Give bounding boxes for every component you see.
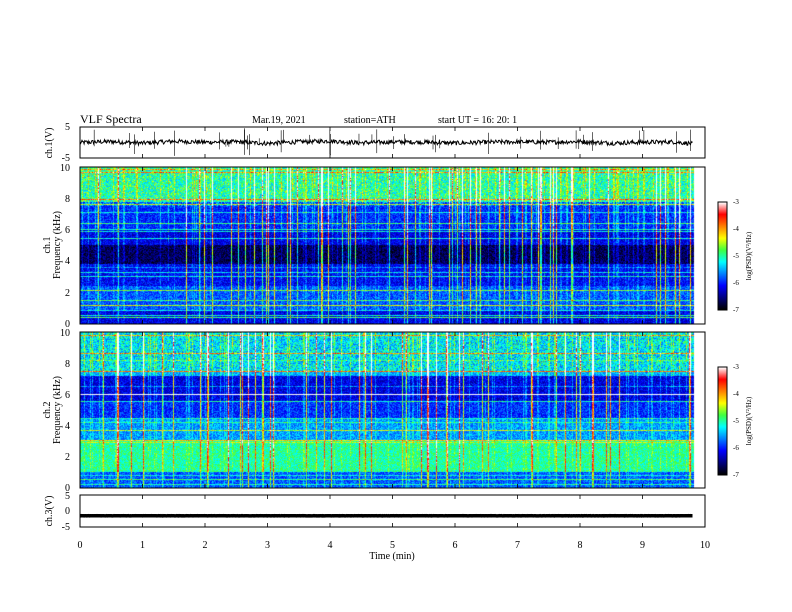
time-tick-label: 1 xyxy=(140,540,145,551)
ch2-cb-tick-m6: -6 xyxy=(733,444,739,452)
ch2-freq-tick-6: 6 xyxy=(65,390,70,401)
ch1-spectrogram-heatmap xyxy=(80,167,705,324)
time-tick-label: 6 xyxy=(453,540,458,551)
date-label: Mar.19, 2021 xyxy=(252,115,306,126)
start-time-label: start UT = 16: 20: 1 xyxy=(438,115,517,126)
time-tick-label: 5 xyxy=(390,540,395,551)
time-tick-label: 10 xyxy=(700,540,710,551)
ch1-spectrogram-yticks: 0 2 4 6 8 10 xyxy=(60,163,70,330)
ch2-colorbar-label: log(PSD)(V²/Hz) xyxy=(745,396,753,445)
ch2-cb-tick-m5: -5 xyxy=(733,417,739,425)
ch1-cb-tick-m5: -5 xyxy=(733,252,739,260)
ch2-freq-tick-2: 2 xyxy=(65,452,70,463)
ch3-waveform-ylabel: ch.3(V) xyxy=(44,496,55,527)
ch2-cb-tick-m7: -7 xyxy=(733,471,739,479)
ch1-cb-tick-m3: -3 xyxy=(733,198,739,206)
ch2-cb-tick-m4: -4 xyxy=(733,390,739,398)
ch2-freq-tick-8: 8 xyxy=(65,359,70,370)
ch1-cb-tick-m4: -4 xyxy=(733,225,739,233)
ch2-cb-tick-m3: -3 xyxy=(733,363,739,371)
ch1-freq-tick-4: 4 xyxy=(65,256,70,267)
ch2-spectrogram-yticks: 0 2 4 6 8 10 xyxy=(60,328,70,494)
time-axis-labels: 0 1 2 3 4 5 6 7 8 9 10 xyxy=(78,540,711,551)
ch2-freq-tick-0: 0 xyxy=(65,483,70,494)
ch1-frequency-label: Frequency (kHz) xyxy=(52,211,63,279)
ch2-freq-tick-10: 10 xyxy=(60,328,70,339)
ch1-colorbar-label: log(PSD)(V²/Hz) xyxy=(745,231,753,280)
ch2-colorbar-gradient xyxy=(718,367,727,475)
ch1-freq-tick-8: 8 xyxy=(65,194,70,205)
waveform-line xyxy=(79,137,693,147)
ch3-ytick-top: 5 xyxy=(65,491,70,502)
time-axis-ticks xyxy=(79,127,706,527)
ch1-freq-tick-6: 6 xyxy=(65,225,70,236)
ch1-freq-tick-2: 2 xyxy=(65,288,70,299)
ch2-spectrogram-panel: 0 2 4 6 8 10 ch.2 Frequency (kHz) -3 -4 … xyxy=(42,328,753,494)
time-tick-label: 9 xyxy=(640,540,645,551)
ch1-cb-tick-m6: -6 xyxy=(733,279,739,287)
ch1-spectrogram-panel: 0 2 4 6 8 10 ch.1 Frequency (kHz) -3 -4 … xyxy=(42,163,753,330)
time-tick-label: 3 xyxy=(265,540,270,551)
ch1-waveform-panel: 5 -5 ch.1(V) xyxy=(44,122,706,164)
ch1-waveform-trace xyxy=(79,128,693,156)
time-tick-label: 4 xyxy=(328,540,333,551)
ch1-freq-tick-10: 10 xyxy=(60,163,70,174)
ch1-colorbar: -3 -4 -5 -6 -7 log(PSD)(V²/Hz) xyxy=(717,198,753,314)
ch3-waveform-frame xyxy=(79,494,706,528)
ch3-ytick-bottom: -5 xyxy=(62,522,70,533)
time-tick-label: 7 xyxy=(515,540,520,551)
ch3-waveform-panel: 5 0 -5 ch.3(V) xyxy=(44,491,706,533)
ch2-spectrogram-heatmap xyxy=(80,332,705,488)
ch1-waveform-ylabel: ch.1(V) xyxy=(44,128,55,159)
ch1-ytick-top: 5 xyxy=(65,122,70,133)
figure-title: VLF Spectra xyxy=(80,112,142,126)
time-tick-label: 0 xyxy=(78,540,83,551)
station-label: station=ATH xyxy=(344,115,396,126)
ch1-channel-label: ch.1 xyxy=(42,237,53,254)
ch3-ytick-mid: 0 xyxy=(65,506,70,517)
time-tick-label: 8 xyxy=(578,540,583,551)
ch2-colorbar: -3 -4 -5 -6 -7 log(PSD)(V²/Hz) xyxy=(717,363,753,479)
ch1-freq-tick-0: 0 xyxy=(65,319,70,330)
time-tick-label: 2 xyxy=(203,540,208,551)
ch2-channel-label: ch.2 xyxy=(42,402,53,419)
ch1-cb-tick-m7: -7 xyxy=(733,306,739,314)
time-axis-title: Time (min) xyxy=(369,551,414,562)
ch1-colorbar-gradient xyxy=(718,202,727,310)
ch2-freq-tick-4: 4 xyxy=(65,421,70,432)
ch2-frequency-label: Frequency (kHz) xyxy=(52,376,63,444)
ch1-ytick-bottom: -5 xyxy=(62,153,70,164)
